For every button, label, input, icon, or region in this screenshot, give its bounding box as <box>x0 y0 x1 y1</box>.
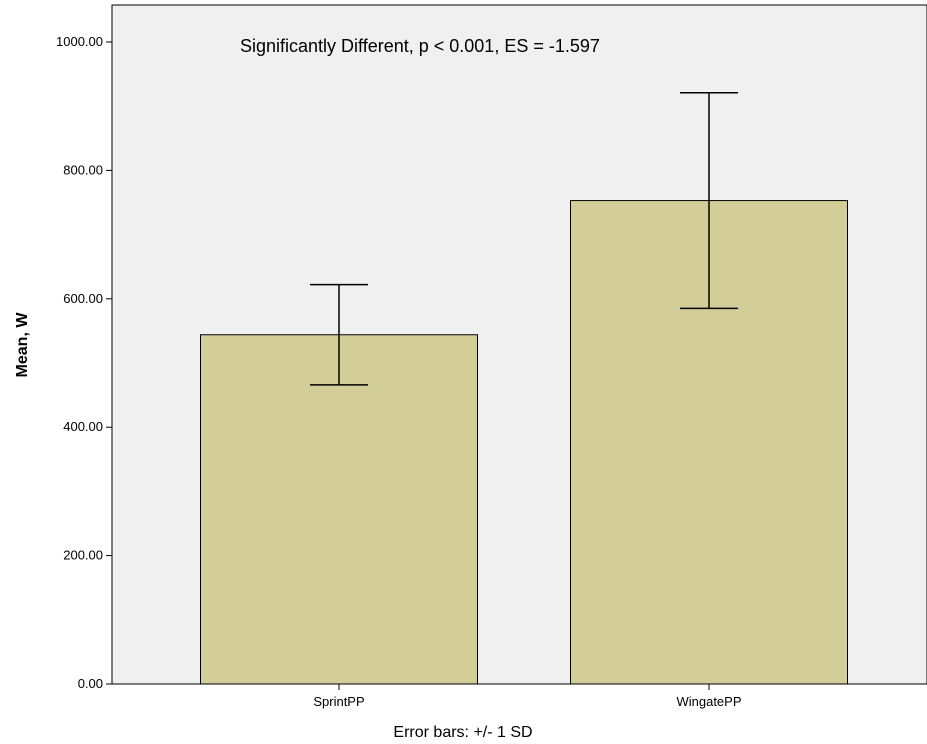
y-tick-label: 600.00 <box>63 291 103 306</box>
y-tick-label: 1000.00 <box>56 34 103 49</box>
y-tick-label: 800.00 <box>63 162 103 177</box>
y-tick-label: 0.00 <box>78 676 103 691</box>
y-tick-label: 200.00 <box>63 548 103 563</box>
y-axis-label: Mean, W <box>14 312 31 378</box>
y-tick-label: 400.00 <box>63 419 103 434</box>
chart-annotation: Significantly Different, p < 0.001, ES =… <box>240 36 600 56</box>
x-tick-label: WingatePP <box>676 694 741 709</box>
x-tick-label: SprintPP <box>313 694 364 709</box>
bar-sprintpp <box>200 334 478 685</box>
error-bars-footnote: Error bars: +/- 1 SD <box>393 724 532 741</box>
